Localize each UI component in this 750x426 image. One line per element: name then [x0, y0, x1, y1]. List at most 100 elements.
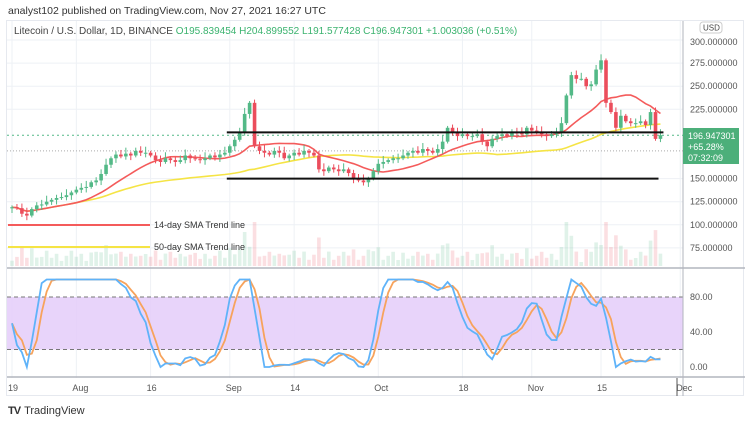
volume-bar	[10, 260, 14, 266]
candle	[247, 100, 252, 119]
candle	[163, 152, 168, 164]
candle-body	[470, 136, 475, 138]
candle	[510, 129, 514, 140]
candle-body	[559, 123, 564, 133]
price-axis-label: 150.000000	[690, 174, 738, 184]
candle-body	[54, 198, 59, 200]
candle-body	[277, 150, 282, 153]
volume-bar	[257, 256, 262, 266]
candle-body	[129, 153, 133, 156]
candle	[104, 158, 108, 176]
price-axis-label: 125.000000	[690, 197, 738, 207]
volume-bar	[564, 222, 569, 266]
candle	[20, 203, 24, 217]
volume-bar	[628, 259, 633, 266]
candle-body	[218, 154, 222, 158]
candle-body	[658, 135, 663, 139]
candle	[94, 177, 98, 186]
candle-body	[455, 132, 460, 137]
candle-body	[94, 180, 98, 183]
volume-bar	[351, 249, 356, 266]
candle-body	[475, 134, 480, 137]
volume-bar	[331, 259, 336, 266]
candle-body	[609, 102, 613, 113]
candle	[327, 165, 331, 174]
volume-bar	[421, 255, 425, 266]
candle	[25, 207, 29, 221]
candle-body	[148, 152, 153, 156]
volume-bar	[188, 254, 192, 266]
candle-body	[59, 197, 64, 199]
volume-bar	[534, 255, 539, 266]
candle	[193, 155, 197, 162]
volume-bar	[104, 245, 108, 266]
candle-body	[282, 152, 287, 159]
candle	[450, 124, 455, 136]
candle-body	[39, 204, 44, 206]
candle-body	[391, 158, 395, 161]
candle	[426, 147, 430, 156]
candle-body	[450, 127, 455, 133]
candle	[173, 156, 178, 167]
candle	[470, 132, 475, 141]
time-axis-label: Oct	[374, 383, 389, 393]
candle	[262, 144, 267, 158]
candle	[124, 147, 128, 160]
candle	[396, 153, 400, 163]
volume-bar	[426, 253, 430, 266]
candle	[178, 155, 183, 164]
volume-bar	[505, 259, 509, 266]
volume-bar	[228, 248, 232, 266]
candle-body	[648, 112, 653, 126]
stoch-band	[7, 297, 683, 350]
candle-body	[485, 141, 489, 147]
volume-bar	[173, 257, 178, 266]
candle-body	[346, 169, 351, 174]
candle	[430, 147, 435, 155]
candle-body	[529, 127, 534, 131]
volume-bar	[59, 260, 64, 266]
candle	[59, 192, 64, 200]
volume-bar	[79, 253, 84, 266]
volume-bar	[336, 255, 341, 266]
candle	[119, 149, 123, 159]
ohlc-open: O195.839454	[175, 26, 237, 37]
candle-body	[416, 150, 420, 153]
candle-body	[213, 155, 217, 158]
price-badge-box	[683, 128, 739, 164]
volume-bar	[579, 262, 584, 266]
volume-bar	[89, 252, 93, 266]
candle	[480, 128, 485, 145]
candle	[114, 151, 118, 163]
candle	[188, 153, 192, 163]
time-axis-label: Dec	[676, 383, 693, 393]
ohlc-close: C196.947301	[363, 26, 424, 37]
candle	[569, 71, 574, 99]
volume-bar	[143, 254, 148, 266]
volume-bar	[34, 257, 39, 266]
price-axis-label: 225.000000	[690, 104, 738, 114]
ohlc-low: L191.577428	[301, 26, 361, 37]
candle-body	[188, 155, 192, 159]
tradingview-logo[interactable]: TV TradingView	[8, 405, 85, 417]
volume-bar	[554, 259, 559, 266]
volume-bar	[495, 256, 499, 266]
candle-body	[628, 121, 633, 124]
candle	[406, 150, 410, 159]
candle-body	[435, 149, 440, 153]
candle	[208, 153, 212, 161]
candle-body	[99, 173, 103, 181]
volume-bar	[599, 245, 603, 266]
currency-badge: USD	[699, 21, 723, 34]
candle-body	[232, 139, 237, 147]
candle	[440, 135, 445, 154]
volume-bar	[307, 259, 311, 266]
volume-bar	[445, 243, 450, 266]
candle	[10, 205, 14, 213]
volume-bar	[193, 252, 197, 266]
candle-body	[569, 75, 574, 96]
volume-bar	[20, 247, 24, 266]
volume-bar	[133, 256, 138, 266]
price-axis-label: 75.000000	[690, 243, 733, 253]
